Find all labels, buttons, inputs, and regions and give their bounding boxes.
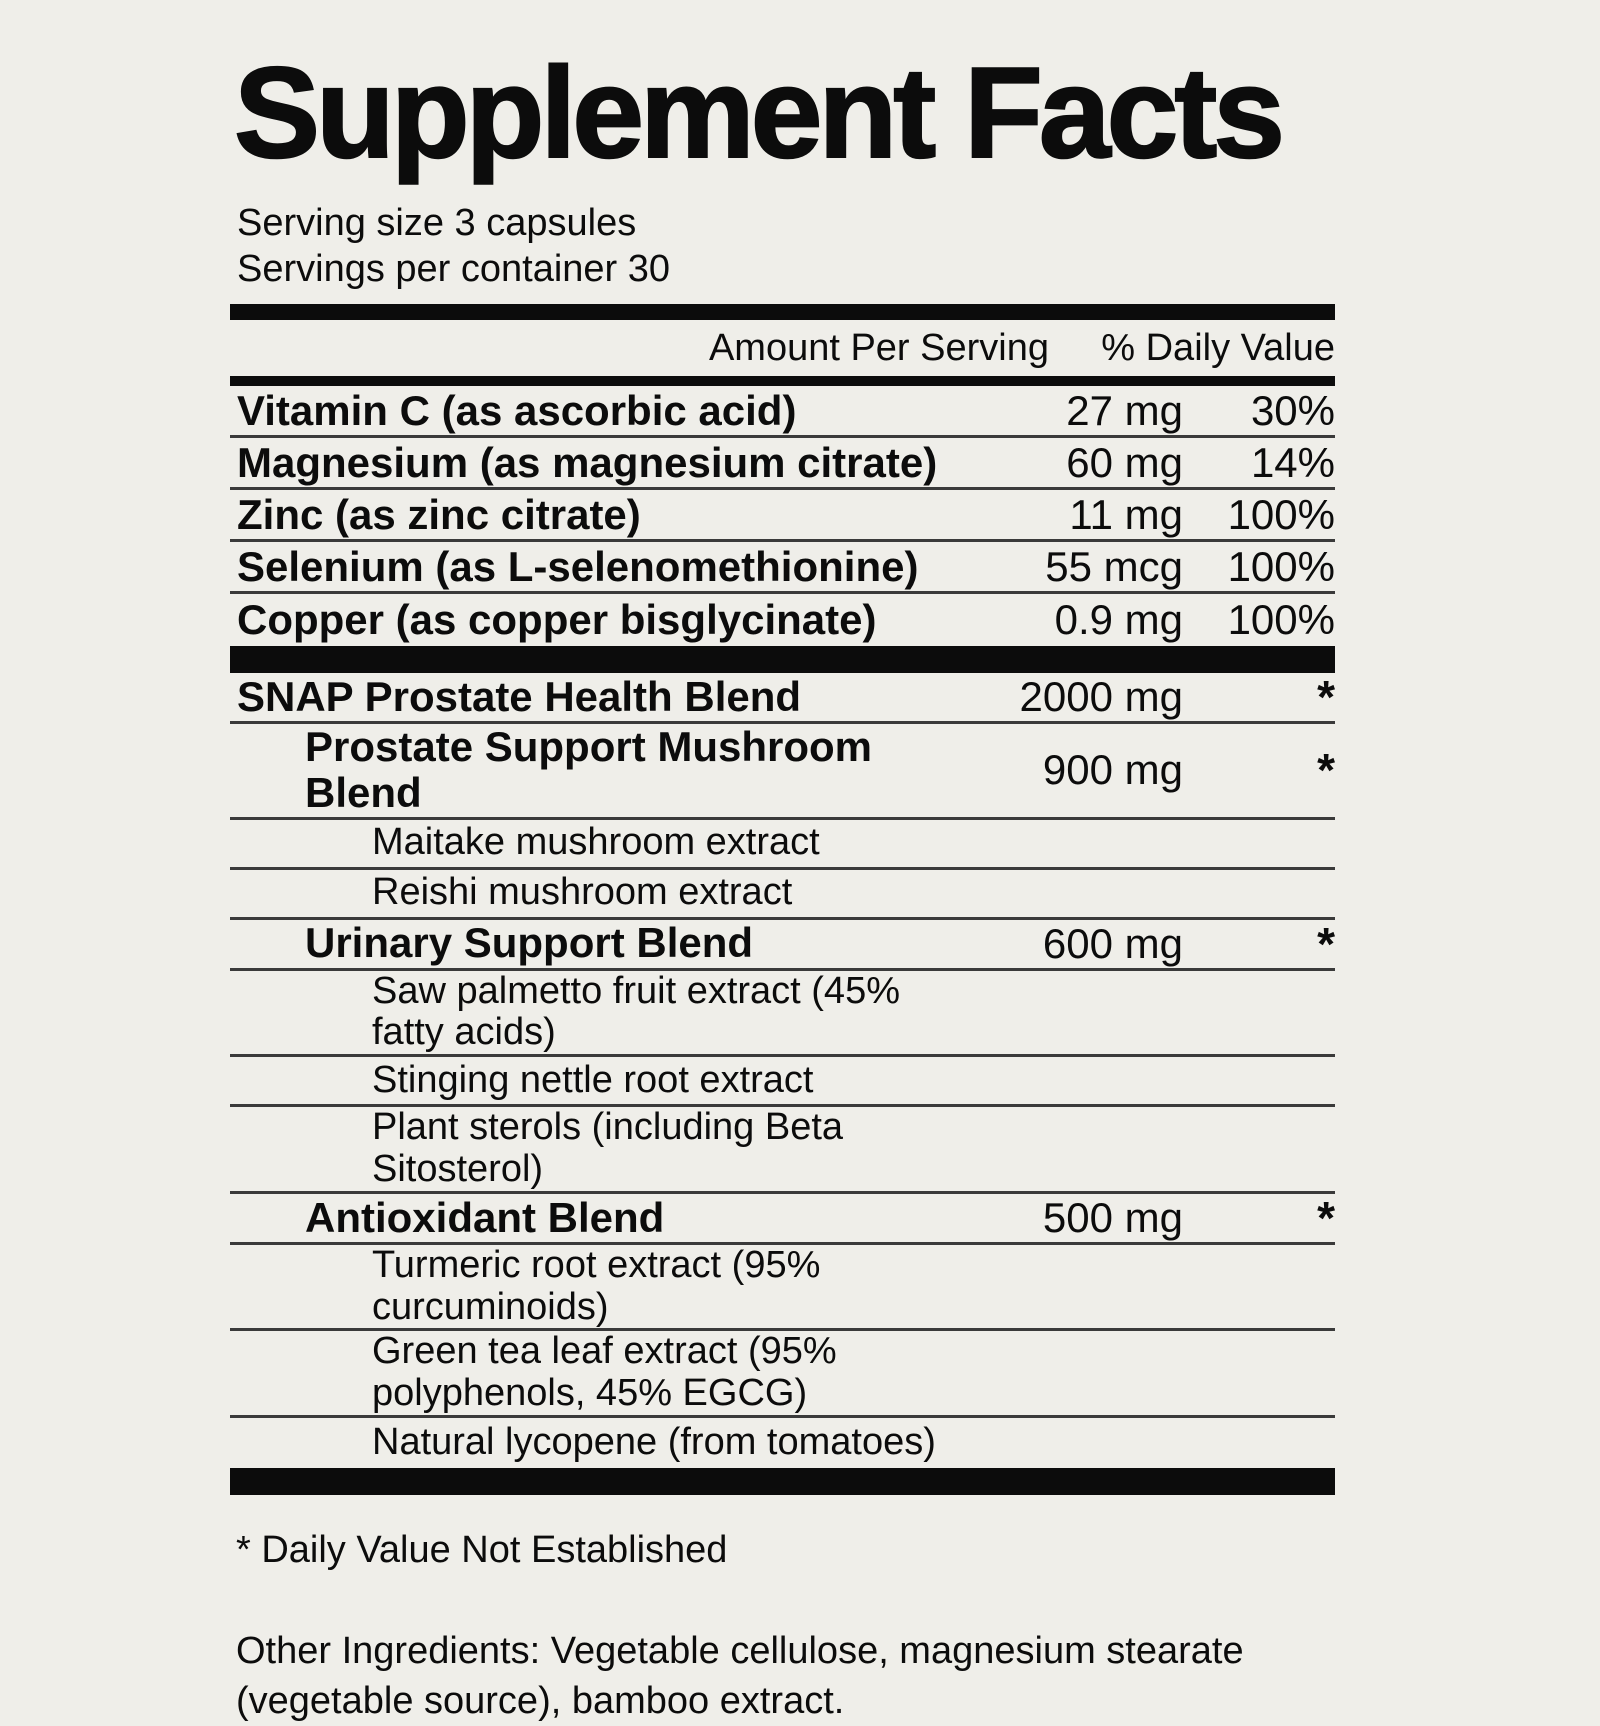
ingredient-amount: 55 mcg [1045, 542, 1183, 590]
ingredient-name: SNAP Prostate Health Blend [237, 673, 802, 721]
ingredient-name: Antioxidant Blend [305, 1193, 665, 1241]
ingredient-amount: 27 mg [1066, 386, 1183, 434]
ingredient-amount: 900 mg [1042, 746, 1183, 794]
ingredient-amount: 0.9 mg [1054, 596, 1183, 644]
minerals-table: Vitamin C (as ascorbic acid) 27 mg 30% Magn… [230, 386, 1335, 646]
ingredient-amount: 500 mg [1042, 1193, 1183, 1241]
ingredient-name: Stinging nettle root extract [372, 1058, 814, 1101]
page-title: Supplement Facts [233, 41, 1286, 185]
ingredient-name: Natural lycopene (from tomatoes) [372, 1421, 936, 1463]
ingredient-name: Selenium (as L-selenomethionine) [237, 542, 919, 590]
ingredient-name: Urinary Support Blend [305, 919, 754, 967]
table-row: Maitake mushroom extract [230, 820, 1335, 870]
table-row: Prostate Support Mushroom Blend 900 mg * [230, 723, 1335, 820]
ingredient-name: Maitake mushroom extract [372, 821, 820, 864]
header-daily-value-label: % Daily Value [1101, 326, 1335, 369]
ingredient-amount: 60 mg [1066, 438, 1183, 486]
table-row: Copper (as copper bisglycinate) 0.9 mg 100… [230, 594, 1335, 646]
table-row: Urinary Support Blend 600 mg * [230, 920, 1335, 971]
ingredient-daily-value: 30% [1250, 386, 1335, 434]
table-row: Turmeric root extract (95% curcuminoids) [230, 1243, 1335, 1332]
divider-bar [230, 646, 1335, 674]
ingredient-daily-value: * [1317, 1191, 1335, 1244]
table-row: Natural lycopene (from tomatoes) [230, 1418, 1335, 1468]
table-row: Antioxidant Blend 500 mg * [230, 1194, 1335, 1245]
ingredient-name: Prostate Support Mushroom Blend [305, 723, 873, 817]
table-row: Magnesium (as magnesium citrate) 60 mg 14% [230, 438, 1335, 491]
column-header-row: Amount Per Serving % Daily Value [230, 320, 1335, 376]
ingredient-daily-value: 14% [1250, 438, 1335, 486]
table-row: Reishi mushroom extract [230, 870, 1335, 920]
header-amount-label: Amount Per Serving [708, 326, 1049, 369]
ingredient-name: Zinc (as zinc citrate) [237, 490, 641, 538]
ingredient-daily-value: * [1317, 671, 1335, 724]
ingredient-name: Saw palmetto fruit extract (45% fatty ac… [372, 969, 900, 1054]
table-row: Green tea leaf extract (95% polyphenols,… [230, 1331, 1335, 1418]
serving-size: Serving size 3 capsules [237, 202, 637, 245]
divider-bar [230, 376, 1335, 387]
ingredient-name: Copper (as copper bisglycinate) [237, 596, 877, 644]
ingredient-name: Green tea leaf extract (95% polyphenols,… [372, 1330, 837, 1415]
ingredient-daily-value: 100% [1227, 490, 1335, 538]
blends-table: SNAP Prostate Health Blend 2000 mg * Prosta… [230, 673, 1335, 1468]
ingredient-name: Plant sterols (including Beta Sitosterol… [372, 1106, 844, 1190]
table-row: Plant sterols (including Beta Sitosterol… [230, 1106, 1335, 1194]
ingredient-daily-value: * [1317, 917, 1335, 970]
ingredient-daily-value: 100% [1227, 596, 1335, 644]
servings-per-container: Servings per container 30 [237, 248, 671, 291]
other-ingredients: Other Ingredients: Vegetable cellulose, … [236, 1629, 1244, 1722]
serving-info: Serving size 3 capsules Servings per con… [237, 200, 1335, 292]
ingredient-daily-value: 100% [1227, 542, 1335, 590]
table-row: Stinging nettle root extract [230, 1057, 1335, 1108]
ingredient-name: Reishi mushroom extract [372, 871, 793, 914]
ingredient-name: Magnesium (as magnesium citrate) [237, 438, 938, 486]
ingredient-amount: 11 mg [1069, 490, 1183, 538]
ingredient-amount: 2000 mg [1019, 673, 1183, 721]
table-row: Vitamin C (as ascorbic acid) 27 mg 30% [230, 386, 1335, 439]
ingredient-name: Vitamin C (as ascorbic acid) [237, 386, 797, 434]
ingredient-name: Turmeric root extract (95% curcuminoids) [372, 1243, 821, 1328]
ingredient-daily-value: * [1317, 744, 1335, 797]
table-row: Saw palmetto fruit extract (45% fatty ac… [230, 969, 1335, 1058]
table-row: Selenium (as L-selenomethionine) 55 mcg 10… [230, 542, 1335, 595]
divider-bar [230, 1467, 1335, 1495]
table-row: SNAP Prostate Health Blend 2000 mg * [230, 671, 1335, 725]
daily-value-footnote: * Daily Value Not Established [236, 1528, 728, 1571]
ingredient-amount: 600 mg [1042, 919, 1183, 967]
divider-bar [230, 304, 1335, 321]
table-row: Zinc (as zinc citrate) 11 mg 100% [230, 490, 1335, 543]
